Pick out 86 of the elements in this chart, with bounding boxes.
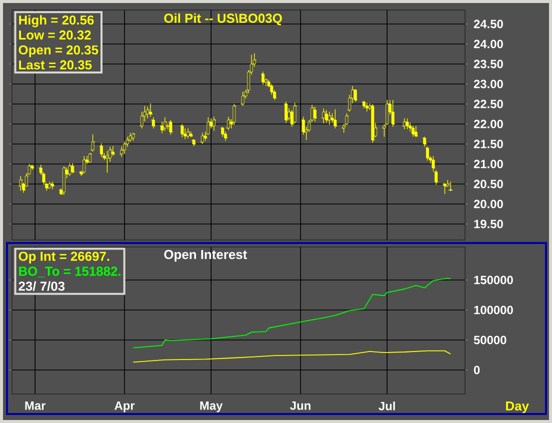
candlestick bbox=[443, 182, 446, 194]
candlestick bbox=[163, 116, 166, 132]
candlestick bbox=[446, 180, 450, 188]
candlestick bbox=[71, 162, 74, 174]
candlestick bbox=[322, 108, 326, 124]
chart-title: Open Interest bbox=[164, 250, 248, 262]
candlestick bbox=[146, 106, 150, 119]
candlestick bbox=[212, 116, 216, 132]
candlestick bbox=[262, 71, 265, 86]
annotation: Low = 20.32 bbox=[19, 30, 91, 40]
candlestick bbox=[313, 106, 316, 122]
candlestick bbox=[88, 152, 92, 164]
candlestick bbox=[362, 100, 366, 109]
y-tick-label: 150000 bbox=[474, 276, 513, 284]
candlestick bbox=[100, 142, 103, 158]
chart-title: Oil Pit -- US\BO03Q bbox=[164, 13, 282, 26]
candlestick bbox=[132, 132, 135, 142]
candlestick bbox=[241, 91, 244, 106]
x-tick-label: May bbox=[200, 402, 223, 412]
x-tick-label: Jun bbox=[290, 402, 310, 410]
candlestick bbox=[68, 162, 72, 176]
candlestick bbox=[423, 136, 426, 148]
candlestick bbox=[354, 88, 357, 102]
candlestick bbox=[91, 134, 94, 152]
annotation: Last = 20.35 bbox=[19, 60, 92, 70]
candlestick bbox=[123, 141, 126, 154]
candlestick bbox=[402, 118, 406, 130]
y-tick-label: 22.00 bbox=[474, 120, 503, 128]
x-tick-label: Apr bbox=[114, 402, 135, 412]
annotation: BO_To = 151882. bbox=[19, 266, 120, 278]
candlestick bbox=[192, 138, 196, 146]
y-tick-label: 20.00 bbox=[474, 200, 503, 208]
candlestick bbox=[412, 126, 415, 138]
candlestick bbox=[169, 120, 172, 136]
line-series bbox=[132, 350, 452, 363]
annotation: Open = 20.35 bbox=[18, 45, 98, 58]
candlestick bbox=[426, 146, 429, 162]
candlestick bbox=[365, 102, 368, 112]
y-tick-label: 100000 bbox=[474, 306, 513, 314]
candlestick bbox=[414, 126, 418, 138]
candlestick bbox=[50, 181, 54, 190]
y-tick-label: 23.00 bbox=[474, 80, 503, 88]
candlestick bbox=[325, 110, 328, 124]
candlestick bbox=[334, 108, 337, 129]
y-tick-label: 24.00 bbox=[474, 40, 503, 48]
candlestick bbox=[221, 126, 224, 138]
candlestick bbox=[284, 101, 288, 124]
x-tick-label: Mar bbox=[25, 402, 46, 410]
annotation: High = 20.56 bbox=[19, 15, 94, 28]
y-tick-label: 20.50 bbox=[474, 180, 503, 188]
candlestick bbox=[293, 102, 296, 124]
candlestick bbox=[448, 181, 453, 192]
y-tick-label: 21.50 bbox=[474, 140, 503, 148]
candlestick bbox=[432, 156, 435, 172]
annotation: 23/ 7/03 bbox=[18, 281, 65, 291]
candlestick bbox=[200, 132, 204, 144]
candlestick bbox=[48, 181, 52, 189]
candlestick bbox=[188, 131, 194, 138]
candlestick bbox=[160, 121, 164, 134]
annotation: Op Int = 26697. bbox=[18, 252, 110, 264]
y-tick-label: 21.00 bbox=[474, 160, 503, 168]
candlestick bbox=[62, 166, 66, 196]
candlestick bbox=[371, 104, 374, 144]
y-tick-label: 0 bbox=[474, 366, 480, 374]
y-tick-label: 19.50 bbox=[474, 220, 503, 228]
x-tick-label: Jul bbox=[378, 402, 395, 410]
candlestick bbox=[106, 150, 109, 174]
candlestick bbox=[386, 100, 389, 126]
candlestick bbox=[149, 102, 152, 118]
candlestick bbox=[224, 131, 228, 142]
y-tick-label: 22.50 bbox=[474, 100, 503, 108]
y-tick-label: 24.50 bbox=[474, 20, 503, 28]
candlestick bbox=[184, 128, 187, 140]
candlestick bbox=[391, 100, 394, 128]
candlestick bbox=[406, 118, 409, 130]
y-tick-label: 50000 bbox=[474, 336, 506, 344]
candlestick bbox=[180, 124, 184, 138]
candlestick bbox=[434, 170, 438, 186]
y-tick-label: 23.50 bbox=[474, 60, 503, 68]
candlestick bbox=[328, 111, 331, 126]
candlestick bbox=[226, 116, 230, 130]
candlestick bbox=[232, 104, 236, 126]
x-axis-title: Day bbox=[506, 402, 529, 414]
candlestick bbox=[152, 116, 155, 129]
candlestick bbox=[186, 128, 190, 139]
candlestick bbox=[82, 156, 86, 174]
